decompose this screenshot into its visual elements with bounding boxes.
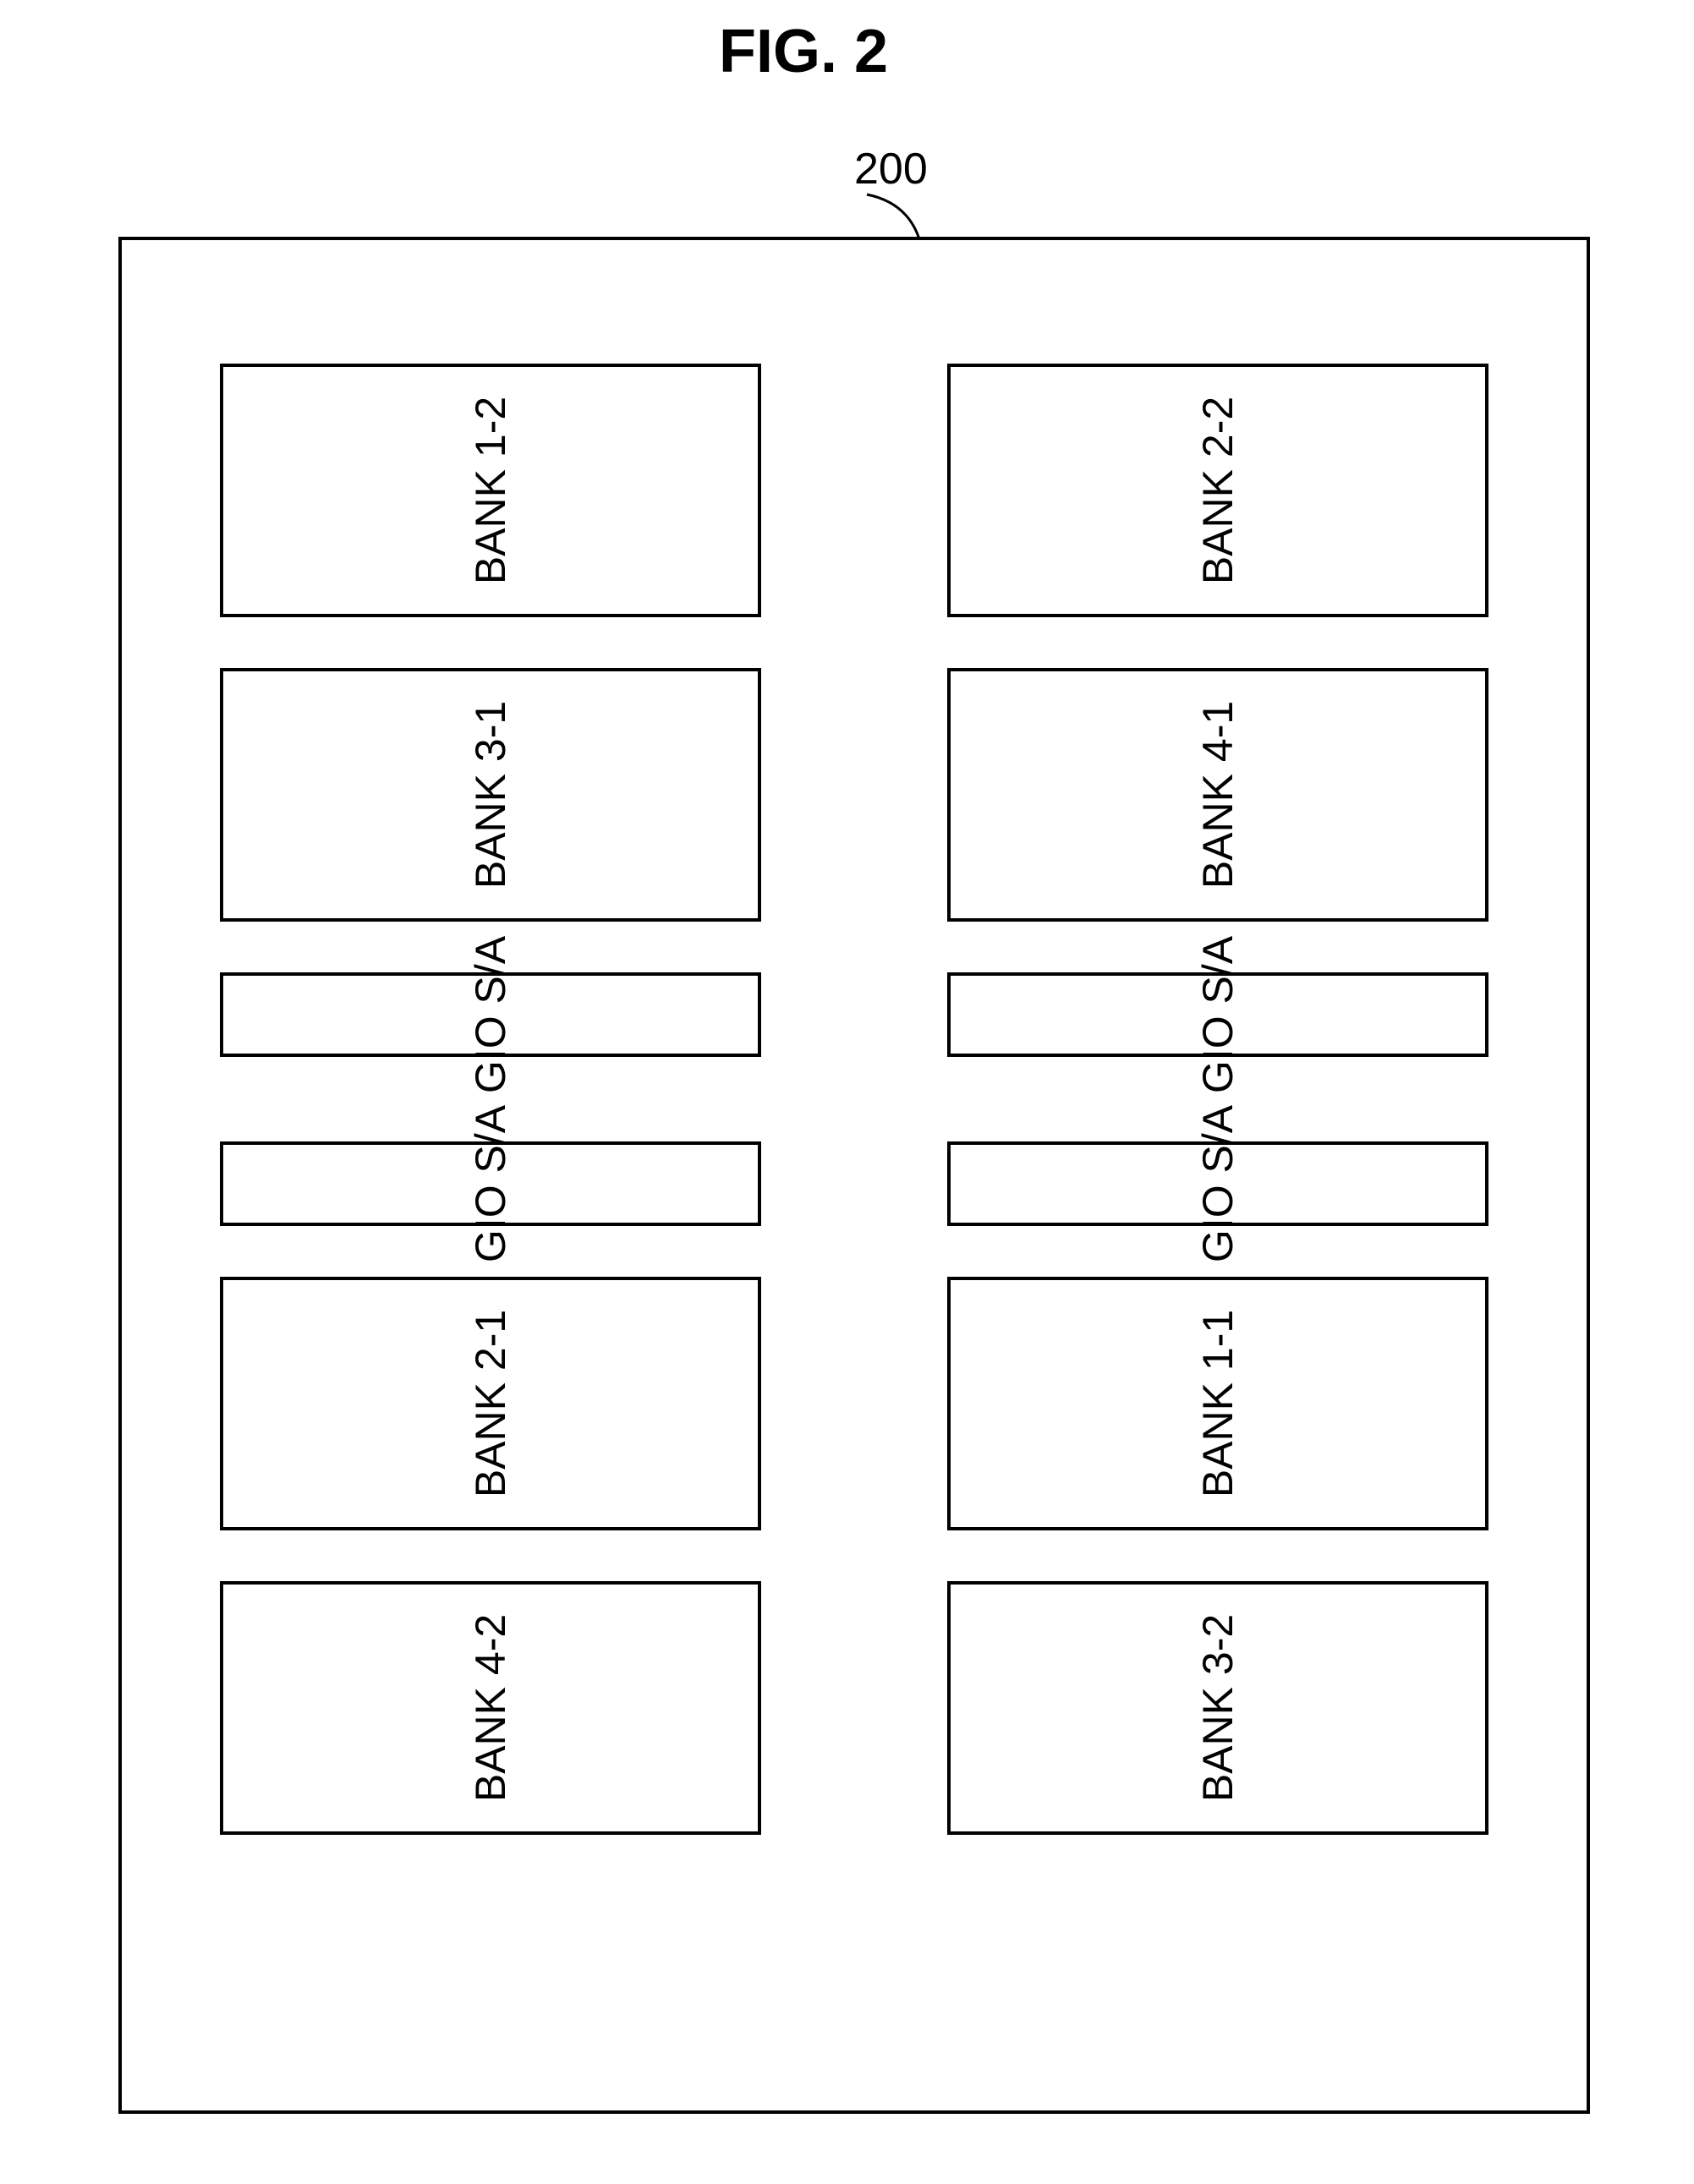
bank-block: BANK 1-1 [947,1277,1488,1530]
block-label: BANK 2-1 [466,1310,515,1497]
gio-block: GIO S/A [220,972,761,1057]
block-label: GIO S/A [466,1105,515,1262]
figure-title: FIG. 2 [719,17,888,86]
block-label: BANK 2-2 [1193,397,1242,584]
bank-block: BANK 4-2 [220,1581,761,1835]
page: FIG. 2 200 BANK 1-2BANK 3-1GIO S/AGIO S/… [0,0,1694,2184]
block-label: BANK 1-2 [466,397,515,584]
bank-block: BANK 3-2 [947,1581,1488,1835]
block-label: GIO S/A [1193,936,1242,1093]
right-column: BANK 2-2BANK 4-1GIO S/AGIO S/ABANK 1-1BA… [947,364,1488,1835]
block-label: BANK 1-1 [1193,1310,1242,1497]
block-label: BANK 4-2 [466,1614,515,1802]
block-label: BANK 3-1 [466,701,515,889]
bank-block: BANK 2-1 [220,1277,761,1530]
gio-block: GIO S/A [220,1141,761,1226]
block-label: GIO S/A [466,936,515,1093]
reference-number: 200 [854,144,928,194]
block-label: GIO S/A [1193,1105,1242,1262]
gio-block: GIO S/A [947,1141,1488,1226]
bank-block: BANK 3-1 [220,668,761,922]
block-label: BANK 3-2 [1193,1614,1242,1802]
bank-block: BANK 1-2 [220,364,761,617]
gio-block: GIO S/A [947,972,1488,1057]
block-label: BANK 4-1 [1193,701,1242,889]
bank-block: BANK 4-1 [947,668,1488,922]
bank-block: BANK 2-2 [947,364,1488,617]
left-column: BANK 1-2BANK 3-1GIO S/AGIO S/ABANK 2-1BA… [220,364,761,1835]
